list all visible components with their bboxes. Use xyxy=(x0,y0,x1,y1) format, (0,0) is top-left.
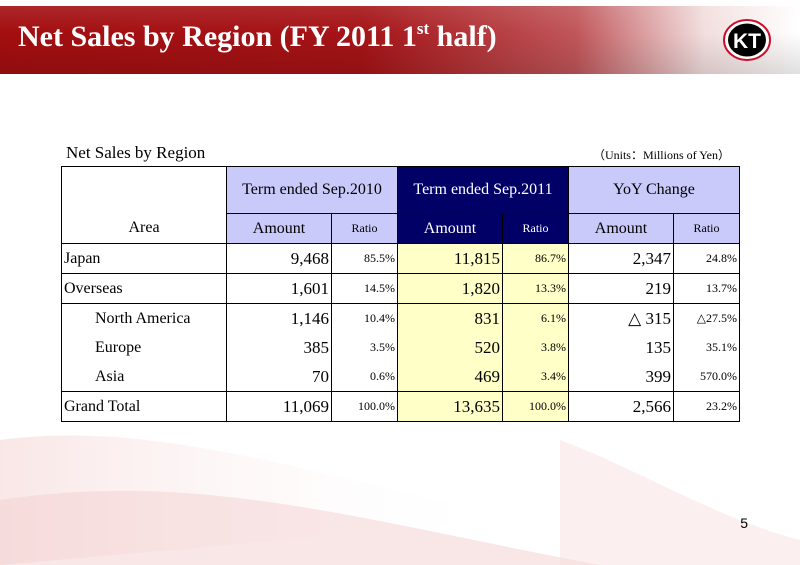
amount-2010-cell: 70 xyxy=(226,362,332,392)
ratio-yoy-cell: 23.2% xyxy=(673,391,740,422)
amount-header-yoy: Amount xyxy=(568,213,674,244)
units-note: （Units：Millions of Yen） xyxy=(592,148,730,162)
table-row-overseas: Overseas 1,601 14.5% 1,820 13.3% 219 13.… xyxy=(61,273,740,304)
ratio-yoy-cell: 13.7% xyxy=(673,273,740,304)
ratio-2010-cell: 3.5% xyxy=(331,333,398,362)
amount-yoy-cell: 399 xyxy=(568,362,674,392)
ratio-2010-cell: 85.5% xyxy=(331,243,398,274)
page-number: 5 xyxy=(740,515,748,531)
group-header-yoy: YoY Change xyxy=(568,166,740,214)
amount-2010-cell: 9,468 xyxy=(226,243,332,274)
ratio-2010-cell: 14.5% xyxy=(331,273,398,304)
group-header-2010: Term ended Sep.2010 xyxy=(226,166,398,214)
amount-2010-cell: 1,601 xyxy=(226,273,332,304)
title-banner: Net Sales by Region (FY 2011 1st half) K… xyxy=(0,6,800,74)
ratio-yoy-cell: 24.8% xyxy=(673,243,740,274)
page-title: Net Sales by Region (FY 2011 1st half) xyxy=(18,19,497,53)
area-cell: Japan xyxy=(61,243,227,274)
amount-2011-cell: 1,820 xyxy=(397,273,503,304)
table-title: Net Sales by Region xyxy=(66,143,206,162)
ratio-2010-cell: 0.6% xyxy=(331,362,398,392)
ratio-2010-cell: 100.0% xyxy=(331,391,398,422)
table-row-grand-total: Grand Total 11,069 100.0% 13,635 100.0% … xyxy=(61,391,740,422)
amount-2011-cell: 831 xyxy=(397,303,503,333)
area-header: Area xyxy=(61,166,227,244)
ratio-header-2010: Ratio xyxy=(331,213,398,244)
area-cell: Europe xyxy=(61,333,227,362)
kt-logo-icon: KT xyxy=(723,19,771,61)
table-row-europe: Europe 385 3.5% 520 3.8% 135 35.1% xyxy=(61,333,740,362)
table-row-north-america: North America 1,146 10.4% 831 6.1% △ 315… xyxy=(61,303,740,333)
area-cell: Grand Total xyxy=(61,391,227,422)
amount-2011-cell: 469 xyxy=(397,362,503,392)
ratio-2011-cell: 13.3% xyxy=(502,273,569,304)
amount-2011-cell: 11,815 xyxy=(397,243,503,274)
amount-2010-cell: 11,069 xyxy=(226,391,332,422)
ratio-2011-cell: 3.4% xyxy=(502,362,569,392)
ratio-yoy-cell: △27.5% xyxy=(673,303,740,333)
amount-yoy-cell: 219 xyxy=(568,273,674,304)
amount-header-2010: Amount xyxy=(226,213,332,244)
amount-yoy-cell: △ 315 xyxy=(568,303,674,333)
table-row-japan: Japan 9,468 85.5% 11,815 86.7% 2,347 24.… xyxy=(61,243,740,274)
table-row-asia: Asia 70 0.6% 469 3.4% 399 570.0% xyxy=(61,362,740,392)
svg-text:KT: KT xyxy=(733,30,761,53)
area-cell: Overseas xyxy=(61,273,227,304)
ratio-2010-cell: 10.4% xyxy=(331,303,398,333)
amount-yoy-cell: 2,566 xyxy=(568,391,674,422)
ratio-2011-cell: 3.8% xyxy=(502,333,569,362)
ratio-header-2011: Ratio xyxy=(502,213,569,244)
amount-2010-cell: 1,146 xyxy=(226,303,332,333)
ratio-2011-cell: 6.1% xyxy=(502,303,569,333)
ratio-2011-cell: 86.7% xyxy=(502,243,569,274)
group-header-2011: Term ended Sep.2011 xyxy=(397,166,569,214)
amount-2011-cell: 520 xyxy=(397,333,503,362)
ratio-yoy-cell: 35.1% xyxy=(673,333,740,362)
net-sales-table: Area Term ended Sep.2010 Term ended Sep.… xyxy=(61,166,740,422)
amount-header-2011: Amount xyxy=(397,213,503,244)
ratio-header-yoy: Ratio xyxy=(673,213,740,244)
ratio-2011-cell: 100.0% xyxy=(502,391,569,422)
amount-yoy-cell: 135 xyxy=(568,333,674,362)
amount-2011-cell: 13,635 xyxy=(397,391,503,422)
amount-2010-cell: 385 xyxy=(226,333,332,362)
area-cell: North America xyxy=(61,303,227,333)
area-cell: Asia xyxy=(61,362,227,392)
ratio-yoy-cell: 570.0% xyxy=(673,362,740,392)
amount-yoy-cell: 2,347 xyxy=(568,243,674,274)
